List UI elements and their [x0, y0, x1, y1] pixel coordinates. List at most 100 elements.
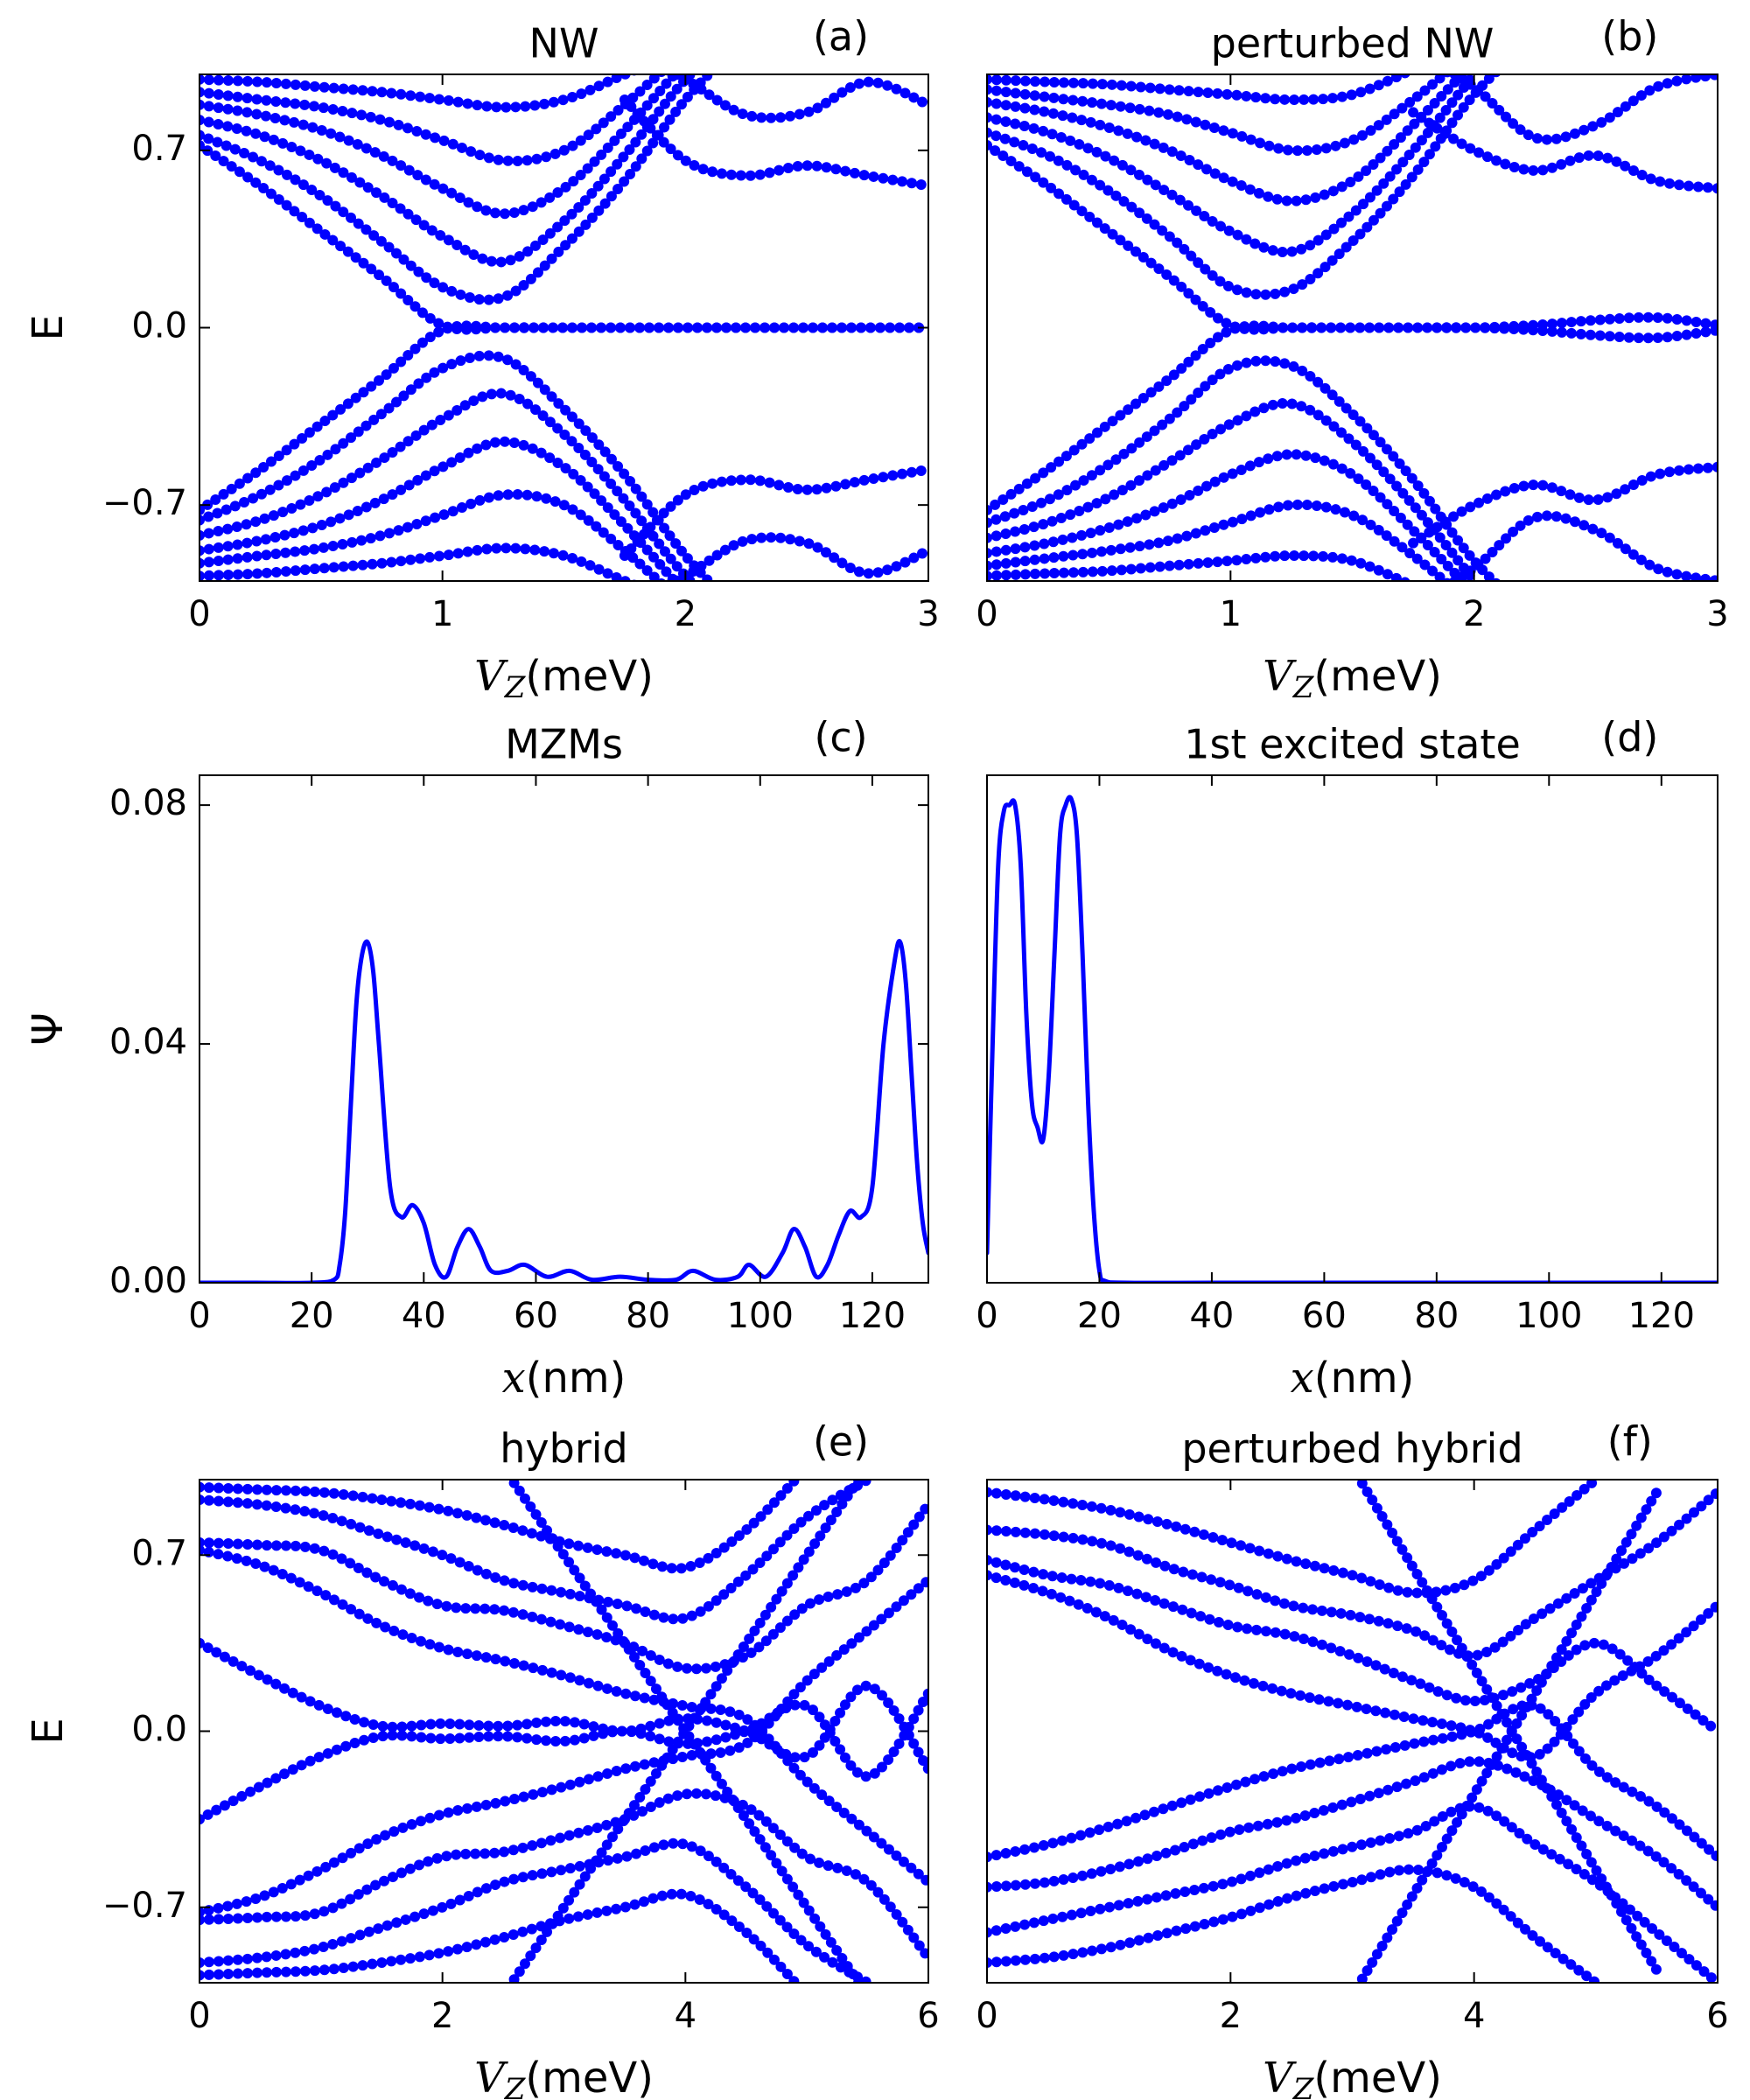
band-line: [200, 1838, 873, 1983]
x-label-unit: (meV): [1313, 652, 1442, 701]
x-tick-label: 3: [1706, 594, 1728, 634]
x-tick-label: 60: [514, 1296, 558, 1336]
x-tick-label: 40: [1189, 1296, 1234, 1336]
x-tick-label: 0: [188, 1296, 210, 1336]
x-label-symbol: x: [1291, 1354, 1314, 1403]
band-line: [200, 350, 717, 581]
panel-letter: (f): [1607, 1418, 1653, 1466]
y-tick-label: 0.04: [109, 1022, 187, 1062]
band-line: [987, 1555, 1718, 1737]
y-tick-label: 0.00: [109, 1261, 187, 1301]
x-label-unit: (meV): [1313, 2054, 1442, 2100]
panel-title: hybrid: [500, 1425, 627, 1473]
band-line: [200, 489, 667, 581]
axes-frame: [986, 774, 1718, 1284]
x-axis-label: x(nm): [1291, 1354, 1415, 1404]
x-tick-label: 2: [1463, 594, 1485, 634]
y-tick-label: 0.7: [131, 1533, 187, 1573]
x-tick-label: 1: [431, 594, 453, 634]
x-label-symbol: x: [502, 1354, 526, 1403]
band-line: [987, 1801, 1718, 1983]
x-tick-label: 4: [675, 1996, 696, 2036]
x-label-symbol: V: [1263, 2054, 1297, 2100]
band-line: [1445, 74, 1718, 145]
axes-frame: [986, 74, 1718, 582]
x-tick-label: 4: [1463, 1996, 1485, 2036]
x-tick-label: 80: [626, 1296, 670, 1336]
x-label-sub: Z: [1292, 2072, 1315, 2100]
y-axis-label: E: [24, 314, 73, 340]
x-tick-label: 6: [917, 1996, 939, 2036]
band-line: [200, 74, 698, 268]
band-line: [200, 1575, 928, 1918]
y-tick-label: −0.7: [102, 483, 187, 523]
y-tick-label: 0.0: [131, 1710, 187, 1750]
band-line: [1354, 1480, 1662, 1976]
band-line: [987, 1864, 1601, 1983]
panel-letter: (e): [813, 1418, 869, 1466]
band-line: [1408, 107, 1718, 194]
panel-title: NW: [529, 20, 599, 67]
panel-title: MZMs: [505, 721, 623, 768]
x-axis-label: x(nm): [502, 1354, 626, 1404]
band-line: [987, 74, 1415, 105]
x-tick-label: 2: [431, 1996, 453, 2036]
band-line: [987, 320, 1718, 515]
band-line: [200, 1480, 873, 1625]
band-line: [200, 1888, 803, 1983]
x-tick-label: 2: [1220, 1996, 1242, 2036]
x-label-symbol: V: [1263, 652, 1297, 701]
y-tick-label: 0.0: [131, 306, 187, 346]
x-tick-label: 2: [675, 594, 696, 634]
band-line: [987, 449, 1470, 581]
panel-title: 1st excited state: [1184, 721, 1521, 768]
band-line: [200, 1544, 928, 1887]
panel-letter: (d): [1601, 714, 1658, 761]
band-line: [200, 939, 928, 1283]
y-tick-label: −0.7: [102, 1886, 187, 1926]
band-line: [200, 140, 928, 335]
x-tick-label: 0: [976, 1296, 998, 1336]
x-tick-label: 0: [976, 1996, 998, 2036]
x-label-unit: (nm): [1314, 1354, 1415, 1403]
x-axis-label: VZ(meV): [474, 652, 654, 706]
x-tick-label: 80: [1414, 1296, 1459, 1336]
panel-title: perturbed NW: [1211, 20, 1494, 67]
x-axis-label: VZ(meV): [474, 2054, 654, 2100]
band-line: [987, 1480, 1601, 1599]
band-line: [200, 436, 682, 581]
band-line: [200, 74, 682, 220]
band-line: [200, 1788, 928, 1964]
x-tick-label: 6: [1706, 1996, 1728, 2036]
x-label-symbol: V: [474, 652, 508, 701]
x-tick-label: 0: [188, 1996, 210, 2036]
band-line: [200, 1637, 928, 1774]
x-label-unit: (meV): [525, 652, 654, 701]
y-axis-label: Ψ: [24, 1012, 73, 1046]
x-tick-label: 20: [290, 1296, 334, 1336]
band-line: [987, 74, 1453, 157]
panel-title: perturbed hybrid: [1181, 1425, 1522, 1473]
x-tick-label: 100: [727, 1296, 794, 1336]
x-label-sub: Z: [1292, 670, 1315, 705]
panel-letter: (a): [813, 13, 869, 60]
band-line: [987, 1487, 1718, 1662]
band-line: [987, 1699, 1718, 1863]
x-axis-label: VZ(meV): [1263, 2054, 1442, 2100]
x-tick-label: 20: [1077, 1296, 1122, 1336]
band-line: [987, 1570, 1718, 1763]
band-line: [200, 1499, 928, 1675]
x-tick-label: 100: [1516, 1296, 1582, 1336]
band-line: [200, 388, 698, 581]
band-line: [619, 464, 928, 562]
band-line: [1445, 510, 1718, 581]
x-tick-label: 3: [917, 594, 939, 634]
band-line: [619, 94, 928, 192]
band-line: [987, 794, 1718, 1283]
x-tick-label: 120: [839, 1296, 906, 1336]
x-tick-label: 0: [976, 594, 998, 634]
x-tick-label: 60: [1302, 1296, 1347, 1336]
band-line: [200, 542, 639, 581]
